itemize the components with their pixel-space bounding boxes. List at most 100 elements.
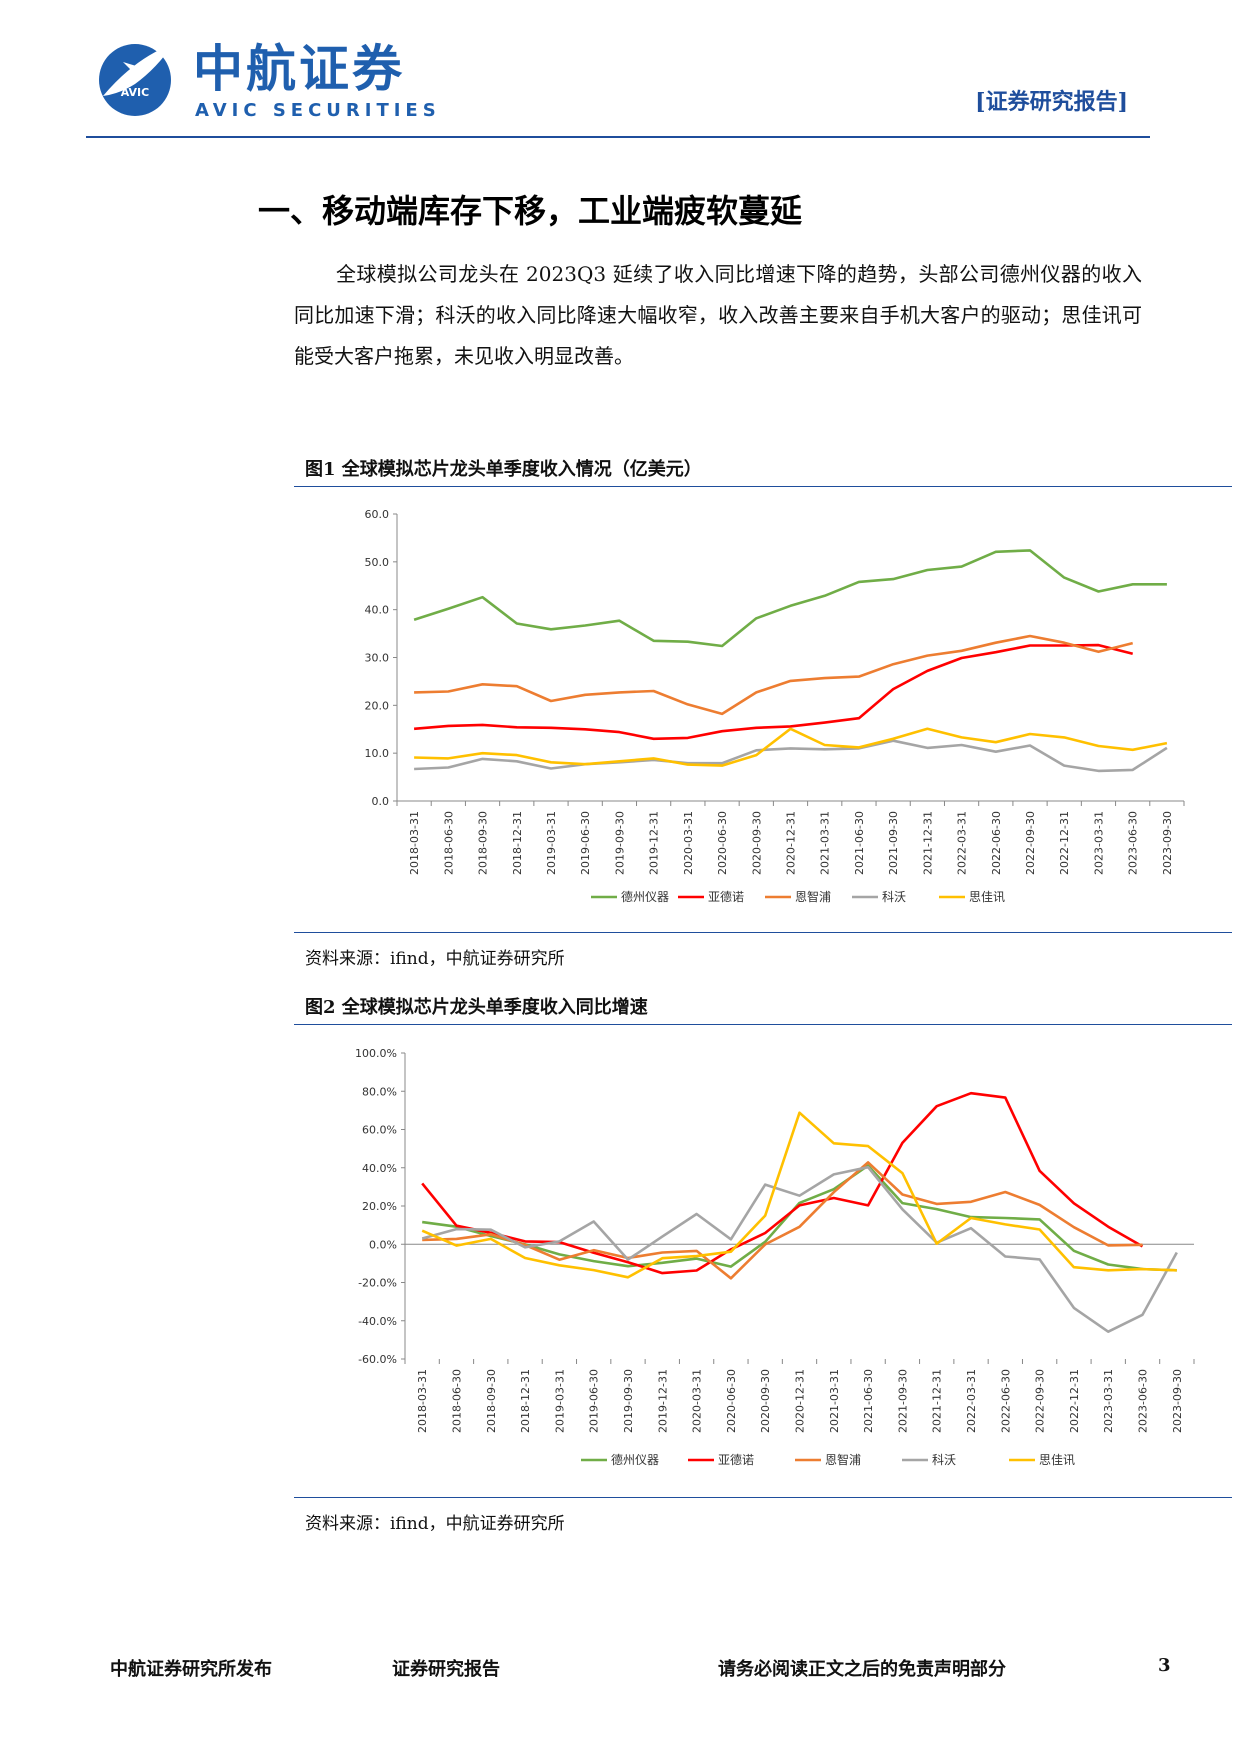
figure1-top-rule xyxy=(294,486,1232,487)
y-tick-label: 0.0% xyxy=(369,1238,397,1251)
figure2-source: 资料来源：ifind，中航证券研究所 xyxy=(305,1514,565,1534)
x-tick-label: 2019-09-30 xyxy=(622,1369,635,1433)
x-tick-label: 2021-06-30 xyxy=(853,811,866,875)
x-tick-label: 2023-03-31 xyxy=(1102,1369,1115,1433)
avic-securities-logo: AVIC 中航证券 AVIC SECURITIES xyxy=(95,38,455,121)
y-tick-label: 10.0 xyxy=(365,747,390,760)
series-line-恩智浦 xyxy=(422,1161,1143,1280)
y-tick-label: 0.0 xyxy=(372,795,390,808)
series-line-亚德诺 xyxy=(421,1091,1144,1275)
figure2-growth-line-chart: -60.0% -40.0% -20.0% 0.0% 20.0% 40.0% 60.0% 80.… xyxy=(355,1047,1195,1467)
x-tick-label: 2023-09-30 xyxy=(1161,811,1174,875)
x-tick-label: 2018-09-30 xyxy=(477,811,490,875)
logo-chinese-name: 中航证券 xyxy=(193,40,405,98)
x-tick-label: 2018-12-31 xyxy=(519,1369,532,1433)
y-tick-label: 60.0 xyxy=(365,508,390,521)
x-tick-label: 2020-12-31 xyxy=(785,811,798,875)
legend-label: 恩智浦 xyxy=(795,889,831,904)
x-tick-label: 2022-12-31 xyxy=(1068,1369,1081,1433)
legend-label: 科沃 xyxy=(882,890,906,904)
x-tick-label: 2020-03-31 xyxy=(691,1369,704,1433)
series-line-思佳讯 xyxy=(421,1111,1177,1279)
chart-axes: 0.0 10.0 20.0 30.0 40.0 50.0 60.0 2018-03-31 201… xyxy=(365,508,1185,875)
series-line-科沃 xyxy=(421,1165,1178,1333)
figure1-source: 资料来源：ifind，中航证券研究所 xyxy=(305,949,565,969)
footer-disclaimer: 请务必阅读正文之后的免责声明部分 xyxy=(718,1659,1006,1680)
series-line-科沃 xyxy=(414,739,1168,773)
y-tick-label: 60.0% xyxy=(362,1124,397,1137)
x-tick-label: 2021-06-30 xyxy=(862,1369,875,1433)
x-tick-label: 2018-06-30 xyxy=(450,1369,463,1433)
x-tick-label: 2023-06-30 xyxy=(1127,811,1140,875)
x-tick-label: 2018-03-31 xyxy=(408,811,421,875)
legend-label: 科沃 xyxy=(932,1453,956,1467)
footer-publisher: 中航证券研究所发布 xyxy=(110,1659,272,1680)
legend-label: 思佳讯 xyxy=(1039,1453,1075,1467)
x-tick-label: 2022-09-30 xyxy=(1034,1369,1047,1433)
footer-report-type: 证券研究报告 xyxy=(392,1659,500,1680)
figure1-revenue-line-chart: 0.0 10.0 20.0 30.0 40.0 50.0 60.0 2018-03-31 201… xyxy=(365,508,1185,904)
figure2-title: 图2 全球模拟芯片龙头单季度收入同比增速 xyxy=(305,997,648,1018)
y-tick-label: 50.0 xyxy=(365,556,390,569)
chart-legend: 德州仪器 亚德诺 恩智浦 科沃 思佳讯 xyxy=(591,889,1005,904)
page-number: 3 xyxy=(1158,1655,1171,1676)
x-tick-label: 2022-06-30 xyxy=(990,811,1003,875)
y-tick-label: 20.0% xyxy=(362,1200,397,1213)
y-tick-label: -20.0% xyxy=(358,1277,397,1290)
series-line-德州仪器 xyxy=(413,549,1167,648)
x-tick-label: 2023-09-30 xyxy=(1171,1369,1184,1433)
y-tick-label: 100.0% xyxy=(355,1047,397,1060)
y-tick-label: 40.0% xyxy=(362,1162,397,1175)
legend-label: 思佳讯 xyxy=(969,890,1005,904)
x-tick-label: 2018-09-30 xyxy=(485,1369,498,1433)
y-tick-label: 40.0 xyxy=(365,604,390,617)
legend-label: 德州仪器 xyxy=(621,889,669,904)
section-title: 一、移动端库存下移，工业端疲软蔓延 xyxy=(258,192,803,230)
y-tick-label: 30.0 xyxy=(365,652,390,665)
x-tick-label: 2018-03-31 xyxy=(416,1369,429,1433)
x-tick-label: 2021-03-31 xyxy=(828,1369,841,1433)
x-tick-label: 2023-06-30 xyxy=(1137,1369,1150,1433)
x-tick-label: 2019-06-30 xyxy=(579,811,592,875)
section-paragraph: 全球模拟公司龙头在 2023Q3 延续了收入同比增速下降的趋势，头部公司德州仪器… xyxy=(294,262,1142,368)
x-tick-label: 2018-12-31 xyxy=(511,811,524,875)
figure1-title: 图1 全球模拟芯片龙头单季度收入情况（亿美元） xyxy=(305,459,702,480)
figure2-top-rule xyxy=(294,1024,1232,1025)
x-tick-label: 2023-03-31 xyxy=(1092,811,1105,875)
x-tick-label: 2021-12-31 xyxy=(921,811,934,875)
x-tick-label: 2021-09-30 xyxy=(896,1369,909,1433)
chart-axes: -60.0% -40.0% -20.0% 0.0% 20.0% 40.0% 60.0% 80.… xyxy=(355,1047,1195,1433)
series-line-德州仪器 xyxy=(422,1164,1177,1272)
x-tick-label: 2021-12-31 xyxy=(931,1369,944,1433)
x-tick-label: 2022-06-30 xyxy=(999,1369,1012,1433)
x-tick-label: 2022-03-31 xyxy=(956,811,969,875)
svg-text:AVIC: AVIC xyxy=(121,86,149,99)
x-tick-label: 2020-06-30 xyxy=(725,1369,738,1433)
figure1-bottom-rule xyxy=(294,932,1232,933)
legend-label: 恩智浦 xyxy=(825,1452,861,1467)
report-type-tag: [证券研究报告] xyxy=(975,89,1128,115)
legend-label: 亚德诺 xyxy=(718,1452,754,1467)
series-line-思佳讯 xyxy=(414,727,1168,767)
y-tick-label: 20.0 xyxy=(365,699,390,712)
x-tick-label: 2019-12-31 xyxy=(648,811,661,875)
legend-label: 亚德诺 xyxy=(708,889,744,904)
x-tick-label: 2018-06-30 xyxy=(442,811,455,875)
x-tick-label: 2019-06-30 xyxy=(588,1369,601,1433)
x-tick-label: 2021-03-31 xyxy=(819,811,832,875)
chart-legend: 德州仪器 亚德诺 恩智浦 科沃 思佳讯 xyxy=(581,1452,1075,1467)
x-tick-label: 2020-03-31 xyxy=(682,811,695,875)
x-tick-label: 2020-09-30 xyxy=(759,1369,772,1433)
x-tick-label: 2020-09-30 xyxy=(750,811,763,875)
x-tick-label: 2021-09-30 xyxy=(887,811,900,875)
series-line-恩智浦 xyxy=(414,634,1134,716)
avic-plane-logo-icon: AVIC xyxy=(99,44,173,116)
x-tick-label: 2020-12-31 xyxy=(794,1369,807,1433)
x-tick-label: 2019-03-31 xyxy=(553,1369,566,1433)
x-tick-label: 2022-09-30 xyxy=(1024,811,1037,875)
x-tick-label: 2020-06-30 xyxy=(716,811,729,875)
x-tick-label: 2019-12-31 xyxy=(656,1369,669,1433)
series-line-亚德诺 xyxy=(413,643,1134,741)
header-divider xyxy=(86,136,1150,138)
legend-label: 德州仪器 xyxy=(611,1452,659,1467)
